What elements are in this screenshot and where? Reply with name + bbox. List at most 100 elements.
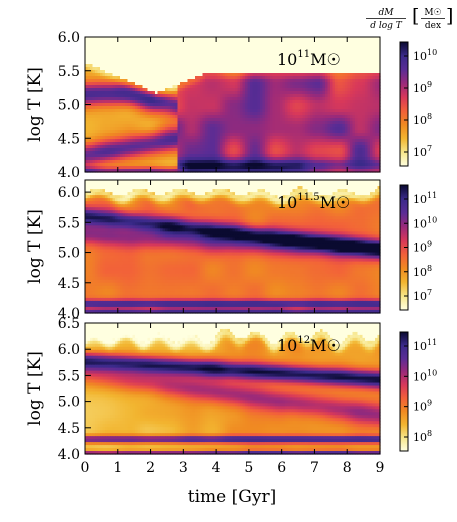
heatmap-cell <box>202 133 206 137</box>
heatmap-cell <box>367 157 371 161</box>
heatmap-cell <box>87 133 91 137</box>
heatmap-cell <box>117 94 121 98</box>
heatmap-cell <box>177 94 181 98</box>
heatmap-cell <box>227 70 231 74</box>
heatmap-cell <box>217 103 221 107</box>
heatmap-cell <box>360 79 364 83</box>
heatmap-cell <box>210 58 214 62</box>
heatmap-cell <box>242 130 246 134</box>
heatmap-cell <box>352 97 356 101</box>
heatmap-cell <box>110 55 114 59</box>
heatmap-cell <box>192 88 196 92</box>
heatmap-cell <box>375 70 379 74</box>
heatmap-cell <box>287 109 291 113</box>
heatmap-cell <box>362 40 366 44</box>
heatmap-cell <box>135 136 139 140</box>
heatmap-cell <box>247 127 251 131</box>
heatmap-cell <box>217 37 221 41</box>
heatmap-cell <box>187 55 191 59</box>
heatmap-cell <box>90 115 94 119</box>
heatmap-cell <box>200 70 204 74</box>
heatmap-cell <box>102 61 106 65</box>
heatmap-cell <box>340 151 344 155</box>
heatmap-cell <box>320 76 324 80</box>
heatmap-cell <box>215 133 219 137</box>
heatmap-cell <box>317 91 321 95</box>
heatmap-cell <box>107 91 111 95</box>
heatmap-cell <box>257 103 261 107</box>
heatmap-cell <box>272 142 276 146</box>
heatmap-cell <box>270 130 274 134</box>
heatmap-cell <box>137 37 141 41</box>
heatmap-cell <box>362 121 366 125</box>
heatmap-cell <box>127 79 131 83</box>
heatmap-cell <box>240 139 244 143</box>
heatmap-cell <box>172 160 176 164</box>
heatmap-cell <box>375 103 379 107</box>
heatmap-cell <box>87 91 91 95</box>
heatmap-cell <box>190 151 194 155</box>
heatmap-cell <box>175 109 179 113</box>
heatmap-cell <box>225 94 229 98</box>
heatmap-cell <box>157 76 161 80</box>
heatmap-cell <box>367 106 371 110</box>
heatmap-cell <box>190 142 194 146</box>
heatmap-cell <box>162 106 166 110</box>
heatmap-cell <box>175 55 179 59</box>
heatmap-cell <box>320 133 324 137</box>
heatmap-cell <box>290 121 294 125</box>
heatmap-cell <box>342 157 346 161</box>
heatmap-cell <box>110 40 114 44</box>
heatmap-cell <box>335 85 339 89</box>
heatmap-cell <box>375 37 379 41</box>
heatmap-cell <box>287 142 291 146</box>
heatmap-cell <box>310 112 314 116</box>
heatmap-cell <box>290 79 294 83</box>
heatmap-cell <box>120 52 124 56</box>
heatmap-cell <box>282 58 286 62</box>
heatmap-cell <box>367 145 371 149</box>
heatmap-cell <box>352 145 356 149</box>
heatmap-cell <box>317 40 321 44</box>
heatmap-cell <box>260 136 264 140</box>
heatmap-cell <box>347 142 351 146</box>
heatmap-cell <box>352 46 356 50</box>
heatmap-cell <box>112 124 116 128</box>
heatmap-cell <box>132 49 136 53</box>
heatmap-cell <box>182 40 186 44</box>
heatmap-cell <box>345 82 349 86</box>
heatmap-cell <box>180 136 184 140</box>
heatmap-cell <box>347 91 351 95</box>
heatmap-cell <box>212 139 216 143</box>
heatmap-cell <box>85 85 89 89</box>
heatmap-cell <box>347 85 351 89</box>
heatmap-cell <box>160 160 164 164</box>
heatmap-cell <box>260 76 264 80</box>
heatmap-cell <box>345 100 349 104</box>
heatmap-cell <box>262 145 266 149</box>
heatmap-cell <box>280 43 284 47</box>
heatmap-cell <box>302 145 306 149</box>
heatmap-cell <box>277 88 281 92</box>
heatmap-cell <box>160 163 164 167</box>
heatmap-cell <box>235 46 239 50</box>
heatmap-cell <box>197 52 201 56</box>
heatmap-cell <box>315 97 319 101</box>
heatmap-cell <box>330 79 334 83</box>
heatmap-cell <box>242 85 246 89</box>
heatmap-cell <box>315 136 319 140</box>
heatmap-cell <box>337 67 341 71</box>
heatmap-cell <box>250 88 254 92</box>
heatmap-cell <box>130 82 134 86</box>
heatmap-cell <box>312 70 316 74</box>
heatmap-cell <box>342 148 346 152</box>
heatmap-cell <box>367 43 371 47</box>
heatmap-cell <box>225 121 229 125</box>
heatmap-cell <box>262 88 266 92</box>
heatmap-cell <box>135 64 139 68</box>
heatmap-cell <box>220 85 224 89</box>
heatmap-cell <box>232 64 236 68</box>
heatmap-cell <box>287 82 291 86</box>
heatmap-cell <box>292 100 296 104</box>
heatmap-cell <box>107 37 111 41</box>
